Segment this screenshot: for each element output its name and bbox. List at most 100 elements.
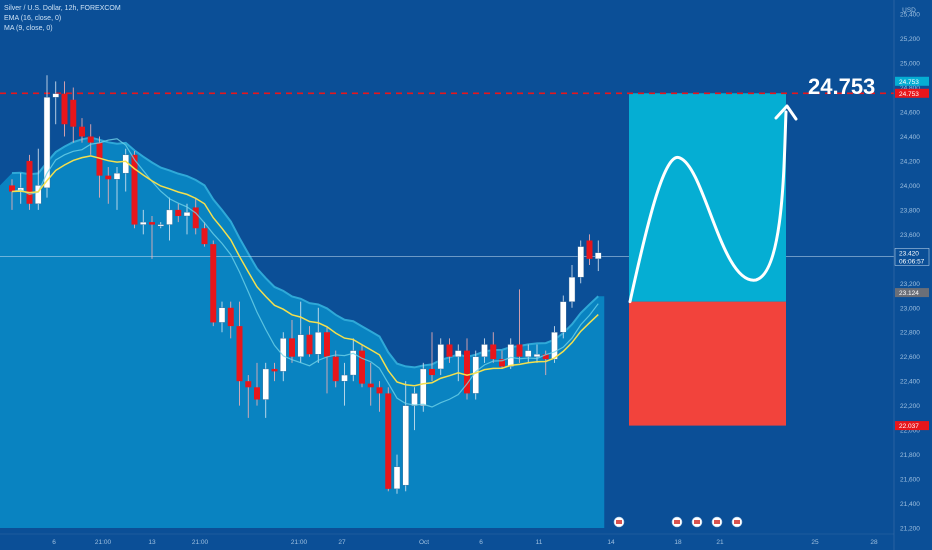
legend-symbol[interactable]: Silver / U.S. Dollar, 12h, FOREXCOM <box>4 5 121 12</box>
ema-line <box>11 155 599 387</box>
y-tick-label: 24,800 <box>900 85 920 92</box>
bear-candle[interactable] <box>26 160 33 204</box>
bull-candle[interactable] <box>157 224 164 227</box>
bear-candle[interactable] <box>332 356 339 382</box>
bear-candle[interactable] <box>306 334 313 355</box>
bull-candle[interactable] <box>166 209 173 225</box>
target-price-label: 24.753 <box>808 74 876 99</box>
bull-candle[interactable] <box>140 221 147 225</box>
bull-candle[interactable] <box>560 301 567 333</box>
target-price-tag-top: 24.753 <box>899 79 919 86</box>
y-tick-label: 25,400 <box>900 12 920 19</box>
projection-curve <box>628 110 788 304</box>
bull-candle[interactable] <box>577 246 584 278</box>
bear-candle[interactable] <box>149 222 155 225</box>
y-tick-label: 24,400 <box>900 134 920 141</box>
y-tick-label: 21,400 <box>900 501 920 508</box>
bear-candle[interactable] <box>586 240 593 259</box>
bull-candle[interactable] <box>113 172 121 180</box>
x-tick-label: 14 <box>607 539 615 546</box>
bear-candle[interactable] <box>359 350 365 384</box>
y-tick-label: 22,600 <box>900 354 920 361</box>
bear-candle[interactable] <box>446 344 453 357</box>
bull-candle[interactable] <box>262 368 269 400</box>
ema-band-area <box>0 137 605 528</box>
target-price-tag-bg <box>895 88 929 98</box>
bear-candle[interactable] <box>105 175 112 180</box>
x-tick-label: 6 <box>52 539 56 546</box>
bull-candle[interactable] <box>411 393 418 406</box>
bear-candle[interactable] <box>61 93 68 125</box>
bull-candle[interactable] <box>481 344 488 357</box>
x-tick-label: 13 <box>148 539 156 546</box>
y-tick-label: 23,600 <box>900 232 920 239</box>
bear-candle[interactable] <box>464 350 470 394</box>
stop-price-tag: 22.037 <box>899 423 919 430</box>
x-tick-label: 28 <box>870 539 878 546</box>
bear-candle[interactable] <box>87 136 94 143</box>
bear-candle[interactable] <box>490 344 497 360</box>
bull-candle[interactable] <box>350 350 357 376</box>
bear-candle[interactable] <box>376 387 383 394</box>
bull-candle[interactable] <box>402 405 409 486</box>
bear-candle[interactable] <box>210 244 217 323</box>
y-tick-label: 21,200 <box>900 526 920 533</box>
bear-candle[interactable] <box>516 344 523 357</box>
bull-candle[interactable] <box>595 252 602 260</box>
bear-candle[interactable] <box>499 359 505 367</box>
bull-candle[interactable] <box>420 368 427 406</box>
y-tick-label: 24,600 <box>900 110 920 117</box>
bull-candle[interactable] <box>393 466 401 490</box>
bear-candle[interactable] <box>70 99 77 127</box>
bear-candle[interactable] <box>324 332 330 357</box>
bear-candle[interactable] <box>542 354 549 360</box>
bull-candle[interactable] <box>525 350 532 357</box>
bull-candle[interactable] <box>35 185 42 204</box>
bull-candle[interactable] <box>280 338 287 372</box>
bull-candle[interactable] <box>43 97 51 189</box>
bear-candle[interactable] <box>289 338 295 357</box>
bear-candle[interactable] <box>271 368 278 372</box>
event-flag-icon <box>734 520 740 524</box>
x-tick-label: 21:00 <box>291 539 308 546</box>
bear-candle[interactable] <box>254 387 260 400</box>
bull-candle[interactable] <box>568 276 576 302</box>
bear-candle[interactable] <box>175 209 182 216</box>
bull-candle[interactable] <box>437 344 444 370</box>
bear-candle[interactable] <box>367 383 374 388</box>
bear-candle[interactable] <box>9 185 15 192</box>
x-tick-label: Oct <box>419 539 429 546</box>
y-tick-label: 23,200 <box>900 281 920 288</box>
bear-candle[interactable] <box>192 207 199 229</box>
bull-candle[interactable] <box>183 212 191 217</box>
bull-candle[interactable] <box>455 350 462 357</box>
x-tick-label: 25 <box>811 539 819 546</box>
target-price-tag: 24.753 <box>899 91 919 98</box>
bull-candle[interactable] <box>52 93 59 98</box>
legend-ema[interactable]: EMA (16, close, 0) <box>4 15 62 22</box>
chart-legend: Silver / U.S. Dollar, 12h, FOREXCOM EMA … <box>4 4 121 34</box>
y-tick-label: 22,400 <box>900 379 920 386</box>
bull-candle[interactable] <box>533 354 541 357</box>
bull-candle[interactable] <box>315 332 322 355</box>
bull-candle[interactable] <box>218 307 226 323</box>
y-tick-label: 25,000 <box>900 61 920 68</box>
bear-candle[interactable] <box>245 381 252 388</box>
bear-candle[interactable] <box>227 307 234 327</box>
legend-ma[interactable]: MA (9, close, 0) <box>4 25 53 32</box>
x-tick-label: 21 <box>716 539 724 546</box>
bull-candle[interactable] <box>551 332 558 360</box>
bear-candle[interactable] <box>385 393 392 489</box>
bear-candle[interactable] <box>131 154 138 225</box>
bear-candle[interactable] <box>236 326 243 382</box>
bear-candle[interactable] <box>96 142 103 176</box>
bull-candle[interactable] <box>297 334 304 357</box>
bear-candle[interactable] <box>79 126 85 137</box>
bull-candle[interactable] <box>507 344 514 367</box>
y-tick-label: 22,200 <box>900 403 920 410</box>
bear-candle[interactable] <box>201 228 208 245</box>
bear-candle[interactable] <box>429 368 435 376</box>
bull-candle[interactable] <box>341 374 348 382</box>
ma-line <box>11 138 599 408</box>
